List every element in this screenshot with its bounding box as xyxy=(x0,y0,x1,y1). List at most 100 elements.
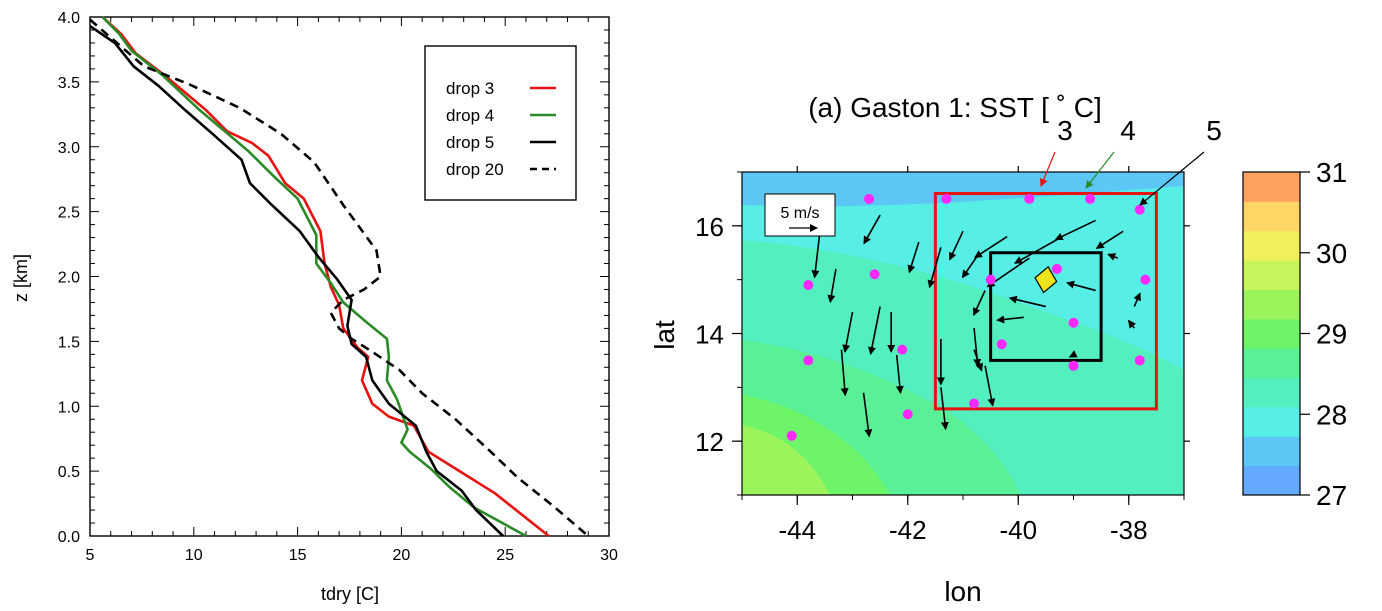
colorbar-segment xyxy=(1243,318,1300,349)
storm-center-marker xyxy=(1034,265,1058,294)
y-tick-label: 1.5 xyxy=(58,334,80,351)
y-tick-label: 2.5 xyxy=(58,205,80,222)
drop-point xyxy=(969,398,980,409)
reference-vector-label: 5 m/s xyxy=(780,205,819,222)
profile-lines xyxy=(89,16,590,538)
colorbar-tick-label: 28 xyxy=(1316,399,1347,430)
drop-label-4: 4 xyxy=(1120,115,1136,146)
drop-labels: 3 4 5 xyxy=(1039,115,1222,206)
y-tick-label: 2.0 xyxy=(58,270,80,287)
drop-point xyxy=(897,344,908,355)
map-x-axis-label: lon xyxy=(944,576,981,607)
drop-point xyxy=(985,274,996,285)
sst-field xyxy=(742,172,1184,495)
wind-vector xyxy=(948,230,964,261)
wind-vector xyxy=(868,306,881,356)
map-y-axis-label: lat xyxy=(649,320,680,350)
profile-ticks: 5 10 15 20 25 30 0.0 0.5 1.0 1.5 2.0 2.5 3.0 3.5 4.0 xyxy=(58,10,618,564)
map-title: (a) Gaston 1: SST [ ˚ C] xyxy=(808,92,1102,123)
x-tick-label: 15 xyxy=(289,547,307,564)
wind-vector xyxy=(895,354,904,395)
wind-vector xyxy=(927,247,942,289)
legend-label: drop 20 xyxy=(446,160,504,179)
colorbar-segment xyxy=(1243,436,1300,467)
colorbar-segment xyxy=(1243,289,1300,320)
map-y-tick-label: 14 xyxy=(695,320,724,350)
reference-vector-box: 5 m/s xyxy=(764,193,836,237)
map-y-tick-label: 16 xyxy=(695,212,724,242)
x-tick-label: 20 xyxy=(393,547,411,564)
map-y-tick-label: 12 xyxy=(695,427,724,457)
drop-label-3: 3 xyxy=(1057,115,1073,146)
x-tick-label: 30 xyxy=(600,547,618,564)
map-x-tick-label: -44 xyxy=(778,515,816,545)
inner-box xyxy=(989,251,1103,362)
map-x-tick-label: -42 xyxy=(889,515,927,545)
wind-vector xyxy=(974,235,1008,259)
colorbar-segment xyxy=(1243,377,1300,408)
drop-label-pointer xyxy=(1039,151,1056,187)
wind-vector xyxy=(862,392,873,438)
legend-label: drop 3 xyxy=(446,79,494,98)
drop-point xyxy=(803,355,814,366)
wind-vector xyxy=(1068,350,1078,358)
drop-point xyxy=(1068,360,1079,371)
y-tick-label: 1.0 xyxy=(58,399,80,416)
drop-point xyxy=(1068,317,1079,328)
y-tick-label: 0.0 xyxy=(58,529,80,546)
wind-vector xyxy=(863,214,881,245)
colorbar-segment xyxy=(1243,230,1300,261)
outer-box xyxy=(933,192,1158,411)
colorbar-tick-label: 30 xyxy=(1316,238,1347,269)
wind-vector xyxy=(1008,295,1047,308)
drop-point xyxy=(786,430,797,441)
drop-point xyxy=(803,280,814,291)
drop-point xyxy=(1134,355,1145,366)
profile-legend: drop 3 drop 4 drop 5 drop 20 xyxy=(424,45,577,201)
drop-label-5: 5 xyxy=(1206,115,1222,146)
wind-vector xyxy=(973,349,984,372)
series-line-drop-4 xyxy=(101,16,527,538)
colorbar-segment xyxy=(1243,260,1300,290)
drop-point xyxy=(1134,204,1145,215)
drop-label-pointer xyxy=(1139,151,1205,206)
x-tick-label: 10 xyxy=(185,547,203,564)
series-line-drop-5 xyxy=(89,25,504,537)
profile-x-axis-label: tdry [C] xyxy=(321,584,379,604)
y-tick-label: 3.0 xyxy=(58,140,80,157)
colorbar-segment xyxy=(1243,406,1300,437)
temperature-profile-plot: 5 10 15 20 25 30 0.0 0.5 1.0 1.5 2.0 2.5 3.0 3.5 4.0 t… xyxy=(11,10,618,604)
map-boxes xyxy=(933,192,1158,411)
reference-vector-frame xyxy=(764,193,836,237)
y-tick-label: 3.5 xyxy=(58,75,80,92)
wind-vector xyxy=(1107,253,1118,261)
drop-point xyxy=(996,339,1007,350)
wind-vector xyxy=(984,365,996,407)
sst-colorbar: 27 28 29 30 31 xyxy=(1242,157,1347,511)
wind-vector xyxy=(1054,219,1096,241)
x-tick-label: 25 xyxy=(496,547,514,564)
legend-frame xyxy=(424,45,577,201)
wind-vector xyxy=(840,349,849,397)
wind-vectors xyxy=(811,214,1141,438)
wind-vector xyxy=(1095,230,1124,249)
map-x-tick-label: -40 xyxy=(999,515,1037,545)
sst-map-plot: (a) Gaston 1: SST [ ˚ C] -44 -42 -40 -38 12 1… xyxy=(649,92,1347,607)
drop-point xyxy=(1024,193,1035,204)
wind-vector xyxy=(1127,319,1136,329)
colorbar-tick-label: 29 xyxy=(1316,319,1347,350)
wind-vector xyxy=(827,268,837,304)
drop-point xyxy=(902,409,913,420)
x-tick-label: 5 xyxy=(86,547,95,564)
drop-point xyxy=(1051,263,1062,274)
drop-point xyxy=(869,269,880,280)
wind-vector xyxy=(972,290,986,317)
colorbar-segment xyxy=(1243,348,1300,379)
colorbar-segment xyxy=(1243,172,1300,202)
profile-y-axis-label: z [km] xyxy=(11,254,31,302)
series-line-drop-20 xyxy=(89,18,590,537)
y-tick-label: 4.0 xyxy=(58,10,80,27)
drop-point xyxy=(1140,274,1151,285)
drop-point xyxy=(1085,193,1096,204)
